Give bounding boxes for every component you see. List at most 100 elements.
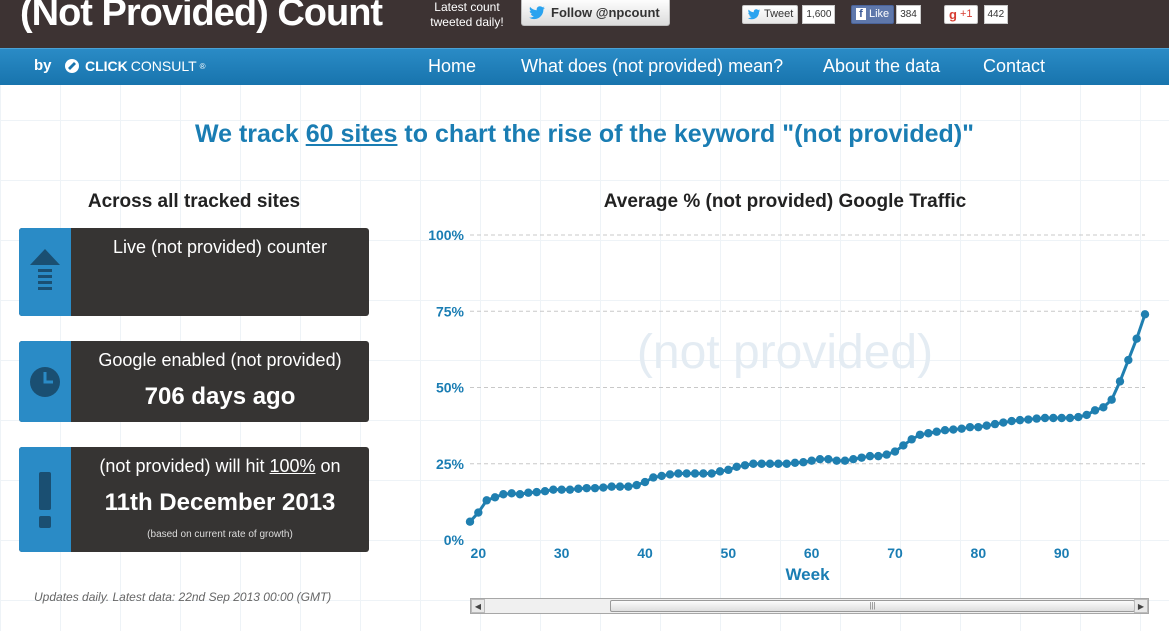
enabled-card: Google enabled (not provided) 706 days a…	[19, 341, 369, 422]
data-point	[1032, 414, 1041, 423]
y-tick-label: 100%	[428, 227, 464, 243]
chart-scrollbar[interactable]: ◀ ||| ▶	[470, 598, 1149, 614]
data-point	[857, 453, 866, 462]
data-point	[699, 469, 708, 478]
data-point	[557, 485, 566, 494]
latest-count-line2: tweeted daily!	[430, 15, 504, 29]
data-point	[1007, 416, 1016, 426]
projection-100-link[interactable]: 100%	[269, 456, 316, 476]
data-point	[815, 454, 825, 464]
data-point	[965, 422, 975, 432]
data-point	[690, 469, 700, 478]
chart-title: Average % (not provided) Google Traffic	[603, 191, 967, 212]
plusone-widget: g +1 442	[944, 4, 1009, 24]
latest-count-line1: Latest count	[434, 0, 500, 14]
updates-note: Updates daily. Latest data: 22nd Sep 201…	[34, 590, 332, 604]
data-point	[940, 426, 950, 435]
x-tick-label: 30	[554, 545, 570, 561]
headline-post: to chart the rise of the keyword "(not p…	[397, 120, 974, 148]
data-point	[949, 425, 958, 434]
data-point	[790, 458, 800, 468]
data-point	[490, 493, 500, 502]
y-tick-label: 0%	[444, 532, 465, 548]
data-point	[682, 469, 691, 478]
tweet-button[interactable]: Tweet	[742, 4, 799, 24]
data-point	[640, 477, 650, 487]
data-point	[757, 459, 766, 468]
tweet-widget: Tweet 1,600	[742, 4, 836, 24]
data-point	[1024, 415, 1033, 424]
data-point	[890, 447, 900, 456]
live-counter-label: Live (not provided) counter	[112, 237, 328, 257]
nav-about-data[interactable]: About the data	[823, 56, 941, 76]
data-point	[782, 459, 791, 468]
data-point	[590, 483, 600, 493]
site-title[interactable]: (Not Provided) Count	[20, 0, 383, 34]
plusone-button[interactable]: g +1	[944, 4, 978, 24]
x-tick-label: 50	[721, 545, 737, 561]
follow-button[interactable]: Follow @npcount	[521, 0, 670, 26]
x-axis-label: Week	[785, 565, 830, 584]
like-count: 384	[896, 4, 921, 24]
twitter-bird-icon	[529, 5, 545, 19]
projection-date: 11th December 2013	[104, 489, 336, 516]
data-point	[1057, 413, 1066, 423]
data-point	[1082, 410, 1091, 420]
projection-post: on	[315, 456, 341, 476]
projection-card: (not provided) will hit 100% on 11th Dec…	[19, 447, 369, 552]
data-point	[740, 461, 750, 470]
projection-note: (based on current rate of growth)	[147, 529, 293, 540]
data-point	[774, 459, 783, 468]
brand-consult: CONSULT	[130, 58, 197, 74]
data-point	[574, 484, 583, 493]
plusone-label: +1	[959, 8, 973, 20]
data-point	[665, 470, 675, 479]
data-point	[1132, 334, 1141, 343]
scroll-right-icon[interactable]: ▶	[1134, 599, 1148, 613]
chart-watermark: (not provided)	[637, 326, 933, 379]
clickconsult-logo-icon	[65, 59, 79, 73]
google-plus-icon: g	[949, 6, 957, 22]
data-point	[1074, 412, 1083, 422]
facebook-icon: f	[856, 8, 866, 20]
sites-link[interactable]: 60 sites	[305, 120, 398, 148]
like-button[interactable]: f Like	[851, 4, 895, 24]
brand-registered: ®	[199, 61, 206, 71]
brand-click: CLICK	[85, 58, 128, 74]
data-point	[565, 485, 575, 494]
nav-what-does-it-mean[interactable]: What does (not provided) mean?	[521, 56, 784, 76]
scroll-thumb[interactable]: |||	[610, 600, 1135, 612]
data-point	[507, 489, 516, 498]
tweet-label: Tweet	[764, 8, 794, 20]
data-point	[840, 456, 850, 465]
data-point	[907, 435, 916, 444]
data-point	[882, 450, 891, 459]
follow-label: Follow @npcount	[551, 5, 660, 20]
x-tick-label: 80	[971, 545, 987, 561]
data-point	[732, 462, 741, 471]
data-point	[865, 451, 875, 461]
scroll-left-icon[interactable]: ◀	[471, 599, 485, 613]
brand-logo[interactable]: CLICK CONSULT ®	[62, 58, 206, 74]
clock-icon	[19, 341, 71, 422]
y-tick-label: 50%	[436, 380, 465, 396]
projection-label: (not provided) will hit 100% on	[71, 456, 369, 477]
headline-pre: We track	[194, 120, 306, 148]
data-point	[765, 459, 775, 468]
data-point	[1090, 406, 1100, 415]
data-point	[824, 454, 833, 464]
data-point	[932, 427, 941, 436]
data-point	[999, 418, 1008, 427]
stats-title: Across all tracked sites	[87, 191, 301, 212]
data-point	[982, 421, 991, 430]
nav-contact[interactable]: Contact	[983, 56, 1046, 76]
data-point	[1015, 415, 1025, 425]
data-point	[807, 456, 816, 465]
data-point	[1115, 377, 1125, 386]
data-point	[1107, 395, 1116, 404]
data-point	[615, 482, 625, 491]
data-point	[707, 469, 716, 478]
plusone-count: 442	[983, 4, 1009, 24]
nav-home[interactable]: Home	[428, 56, 477, 76]
like-widget: f Like 384	[851, 4, 921, 24]
